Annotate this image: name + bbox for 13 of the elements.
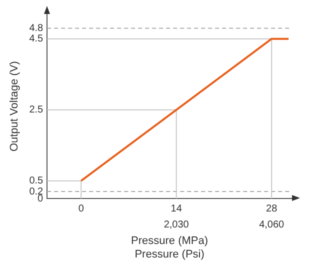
- x-tick-label: 28: [266, 203, 278, 214]
- y-axis-title: Output Voltage (V): [8, 61, 21, 152]
- x2-axis-title: Pressure (Psi): [134, 248, 204, 260]
- x-tick-label: 14: [170, 203, 182, 214]
- y-tick-label: 4.5: [29, 34, 44, 45]
- x2-tick-label: 2,030: [164, 219, 190, 230]
- x-axis-title: Pressure (MPa): [131, 235, 208, 248]
- y-tick-label: 0: [38, 193, 44, 204]
- x-tick-label: 0: [78, 203, 84, 214]
- y-tick-label: 0.5: [29, 176, 44, 187]
- x2-tick-label: 4,060: [259, 219, 285, 230]
- y-tick-label: 4.8: [29, 22, 44, 34]
- y-tick-label: 2.5: [29, 104, 44, 116]
